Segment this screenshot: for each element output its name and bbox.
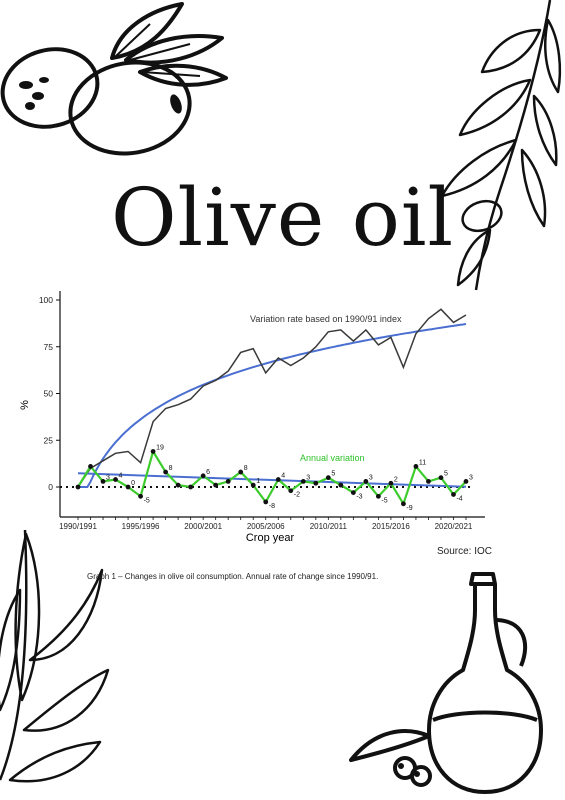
- legend-annual-series: Annual variation: [300, 453, 365, 463]
- annual-data-label: 11: [419, 459, 426, 466]
- annual-point: [338, 482, 344, 488]
- x-tick-label: 1995/1996: [122, 522, 160, 531]
- annual-data-label: -5: [381, 497, 387, 504]
- y-tick-label: 50: [44, 389, 54, 399]
- annual-data-label: -2: [294, 492, 300, 499]
- annual-point: [363, 478, 369, 484]
- annual-point: [300, 478, 306, 484]
- source-note: Source: IOC: [437, 546, 493, 557]
- annual-point: [313, 480, 319, 486]
- annual-data-label: -9: [406, 505, 412, 512]
- annual-data-label: -4: [456, 495, 462, 502]
- annual-point: [451, 492, 456, 497]
- annual-point: [325, 475, 331, 481]
- annual-point: [150, 449, 156, 454]
- annual-point: [275, 477, 281, 482]
- annual-point: [263, 499, 269, 505]
- annual-point: [200, 473, 206, 479]
- x-tick-label: 2005/2006: [247, 522, 285, 531]
- page-title: Olive oil: [110, 171, 455, 264]
- annual-data-label: 1: [256, 478, 260, 485]
- x-tick-label: 2000/2001: [184, 522, 222, 531]
- annual-data-label: -3: [356, 494, 362, 501]
- chart-labels: 3 4 0 -5 19 8 6 8 1 -8 4 -2 3 5 -3 3 -5 2 -9 11 5 -4 3: [106, 444, 473, 511]
- annual-data-label: 8: [169, 465, 173, 472]
- y-axis-label: %: [20, 400, 31, 410]
- annual-data-label: -5: [144, 497, 150, 504]
- y-tick-label: 0: [48, 482, 53, 492]
- annual-data-label: 5: [331, 471, 335, 478]
- y-tick-label: 75: [44, 342, 54, 352]
- annual-data-label: 8: [244, 465, 248, 472]
- annual-point: [250, 482, 256, 488]
- annual-data-label: 4: [281, 473, 285, 480]
- annual-point: [213, 482, 219, 488]
- annual-point: [426, 478, 431, 484]
- x-tick-label: 2020/2021: [435, 522, 473, 531]
- x-tick-label: 1990/1991: [59, 522, 97, 531]
- olive-branch-icon: [440, 0, 562, 291]
- annual-point: [175, 482, 181, 488]
- olive-oil-bottle-icon: [349, 572, 543, 794]
- annual-series-line: [77, 448, 467, 507]
- annual-data-label: -8: [269, 503, 275, 510]
- annual-point: [463, 478, 469, 484]
- annual-data-label: 3: [306, 474, 310, 481]
- y-tick-label: 100: [39, 295, 53, 305]
- annual-data-label: 5: [444, 471, 448, 478]
- annual-point: [100, 478, 106, 484]
- legend-index-series: Variation rate based on 1990/91 index: [250, 314, 402, 324]
- annual-point: [75, 484, 81, 490]
- annual-data-label: 4: [119, 473, 123, 480]
- chart-series: [75, 308, 469, 507]
- annual-data-label: 6: [206, 469, 210, 476]
- annual-point: [188, 484, 194, 490]
- x-axis-label: Crop year: [246, 532, 295, 544]
- annual-data-label: 3: [369, 474, 373, 481]
- index-trend-line: [78, 323, 467, 488]
- x-tick-label: 2015/2016: [372, 522, 410, 531]
- annual-trend-line: [77, 472, 467, 488]
- annual-point: [125, 484, 131, 490]
- annual-point: [225, 478, 231, 484]
- annual-point: [288, 488, 294, 494]
- annual-point: [88, 464, 93, 469]
- annual-point: [113, 477, 118, 482]
- annual-data-label: 19: [156, 444, 164, 451]
- annual-data-label: 3: [469, 474, 473, 481]
- annual-data-label: 2: [394, 476, 398, 483]
- leaves-icon: [0, 530, 110, 783]
- annual-data-label: 3: [106, 474, 110, 481]
- annual-point: [163, 469, 169, 475]
- annual-point: [438, 475, 444, 481]
- annual-point: [138, 493, 143, 499]
- x-tick-label: 2010/2011: [310, 522, 348, 531]
- annual-data-label: 0: [131, 480, 135, 487]
- annual-point: [350, 490, 356, 496]
- annual-point: [413, 464, 419, 469]
- figure-caption: Graph 1 – Changes in olive oil consumpti…: [87, 572, 379, 581]
- annual-point: [401, 501, 406, 507]
- annual-point: [238, 469, 244, 475]
- y-tick-label: 25: [44, 435, 54, 445]
- olives-with-leaves-icon: [0, 2, 228, 156]
- annual-point: [388, 480, 394, 486]
- index-series-line: [77, 308, 467, 488]
- annual-point: [375, 493, 381, 499]
